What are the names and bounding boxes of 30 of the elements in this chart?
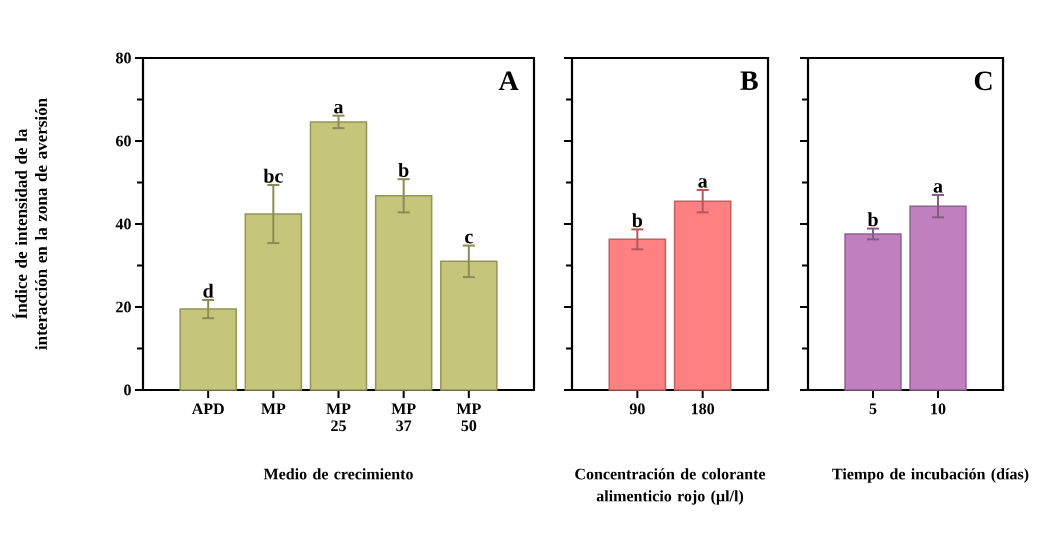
annotation: bc: [263, 168, 283, 183]
annotation: c: [465, 233, 473, 244]
annotation: B: [740, 71, 758, 90]
annotation: a: [334, 103, 344, 114]
x-axis-title: Concentración de colorante alimenticio rojo (µl/l): [575, 468, 766, 505]
x-tick-label: APD: [191, 403, 224, 415]
y-tick-label: 60: [116, 135, 131, 147]
annotation: b: [632, 213, 643, 228]
annotation: C: [974, 71, 992, 91]
y-axis-title: Índice de intensidad de la interacción en la zona de aversión: [12, 98, 47, 350]
y-tick-label: 0: [124, 384, 131, 396]
annotation: b: [398, 162, 409, 177]
x-tick-label: 180: [691, 403, 715, 415]
x-axis-title: Medio de crecimiento: [263, 468, 413, 480]
x-axis-title: Tiempo de incubación (días): [832, 468, 1029, 483]
y-tick-label: 20: [116, 301, 131, 313]
annotation: a: [933, 183, 943, 193]
x-tick-label: 10: [931, 403, 946, 415]
annotation: A: [498, 71, 519, 90]
y-tick-label: 40: [115, 218, 131, 230]
x-tick-label: 90: [629, 403, 645, 415]
annotation: b: [867, 212, 878, 227]
x-tick-label: MP 25: [326, 403, 351, 432]
annotation: d: [203, 283, 214, 298]
x-tick-label: 5: [869, 403, 877, 415]
annotation: a: [698, 178, 708, 188]
x-tick-label: MP: [261, 403, 286, 414]
x-tick-label: MP 50: [456, 403, 481, 432]
y-tick-label: 80: [116, 52, 131, 64]
x-tick-label: MP 37: [391, 403, 416, 432]
